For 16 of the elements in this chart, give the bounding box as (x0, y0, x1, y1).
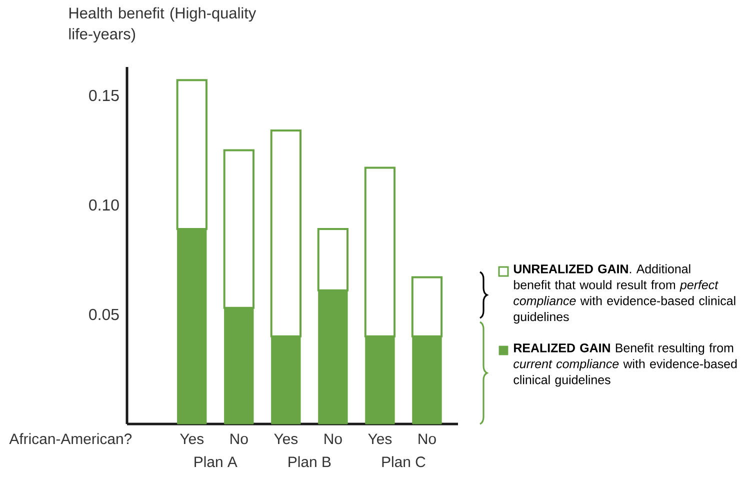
x-tick-label: No (418, 434, 436, 444)
x-axis-title: African-American? (9, 433, 132, 444)
y-axis-title: Health benefit (High-quality life-years) (69, 7, 256, 43)
x-tick-label: Yes (368, 434, 392, 444)
x-tick-label: No (230, 434, 248, 444)
text: Plan C (382, 456, 426, 468)
y-tick-label: 0.10 (89, 199, 119, 211)
x-tick-label: Yes (180, 434, 204, 444)
text: UNREALIZED GAIN. Additional benefit that would result from perfect compliance with evidence-based clinical guidelines (514, 264, 736, 324)
x-tick-label: Yes (274, 434, 298, 444)
y-tick-label: 0.05 (89, 308, 119, 320)
y-tick-label: 0.15 (89, 90, 119, 102)
x-tick-label: No (324, 434, 342, 444)
text: Plan A (194, 456, 238, 468)
legend-label: REALIZED GAIN Benefit resulting from current compliance with evidence-based clinical guidelines (514, 343, 737, 387)
text: Plan B (288, 456, 331, 468)
